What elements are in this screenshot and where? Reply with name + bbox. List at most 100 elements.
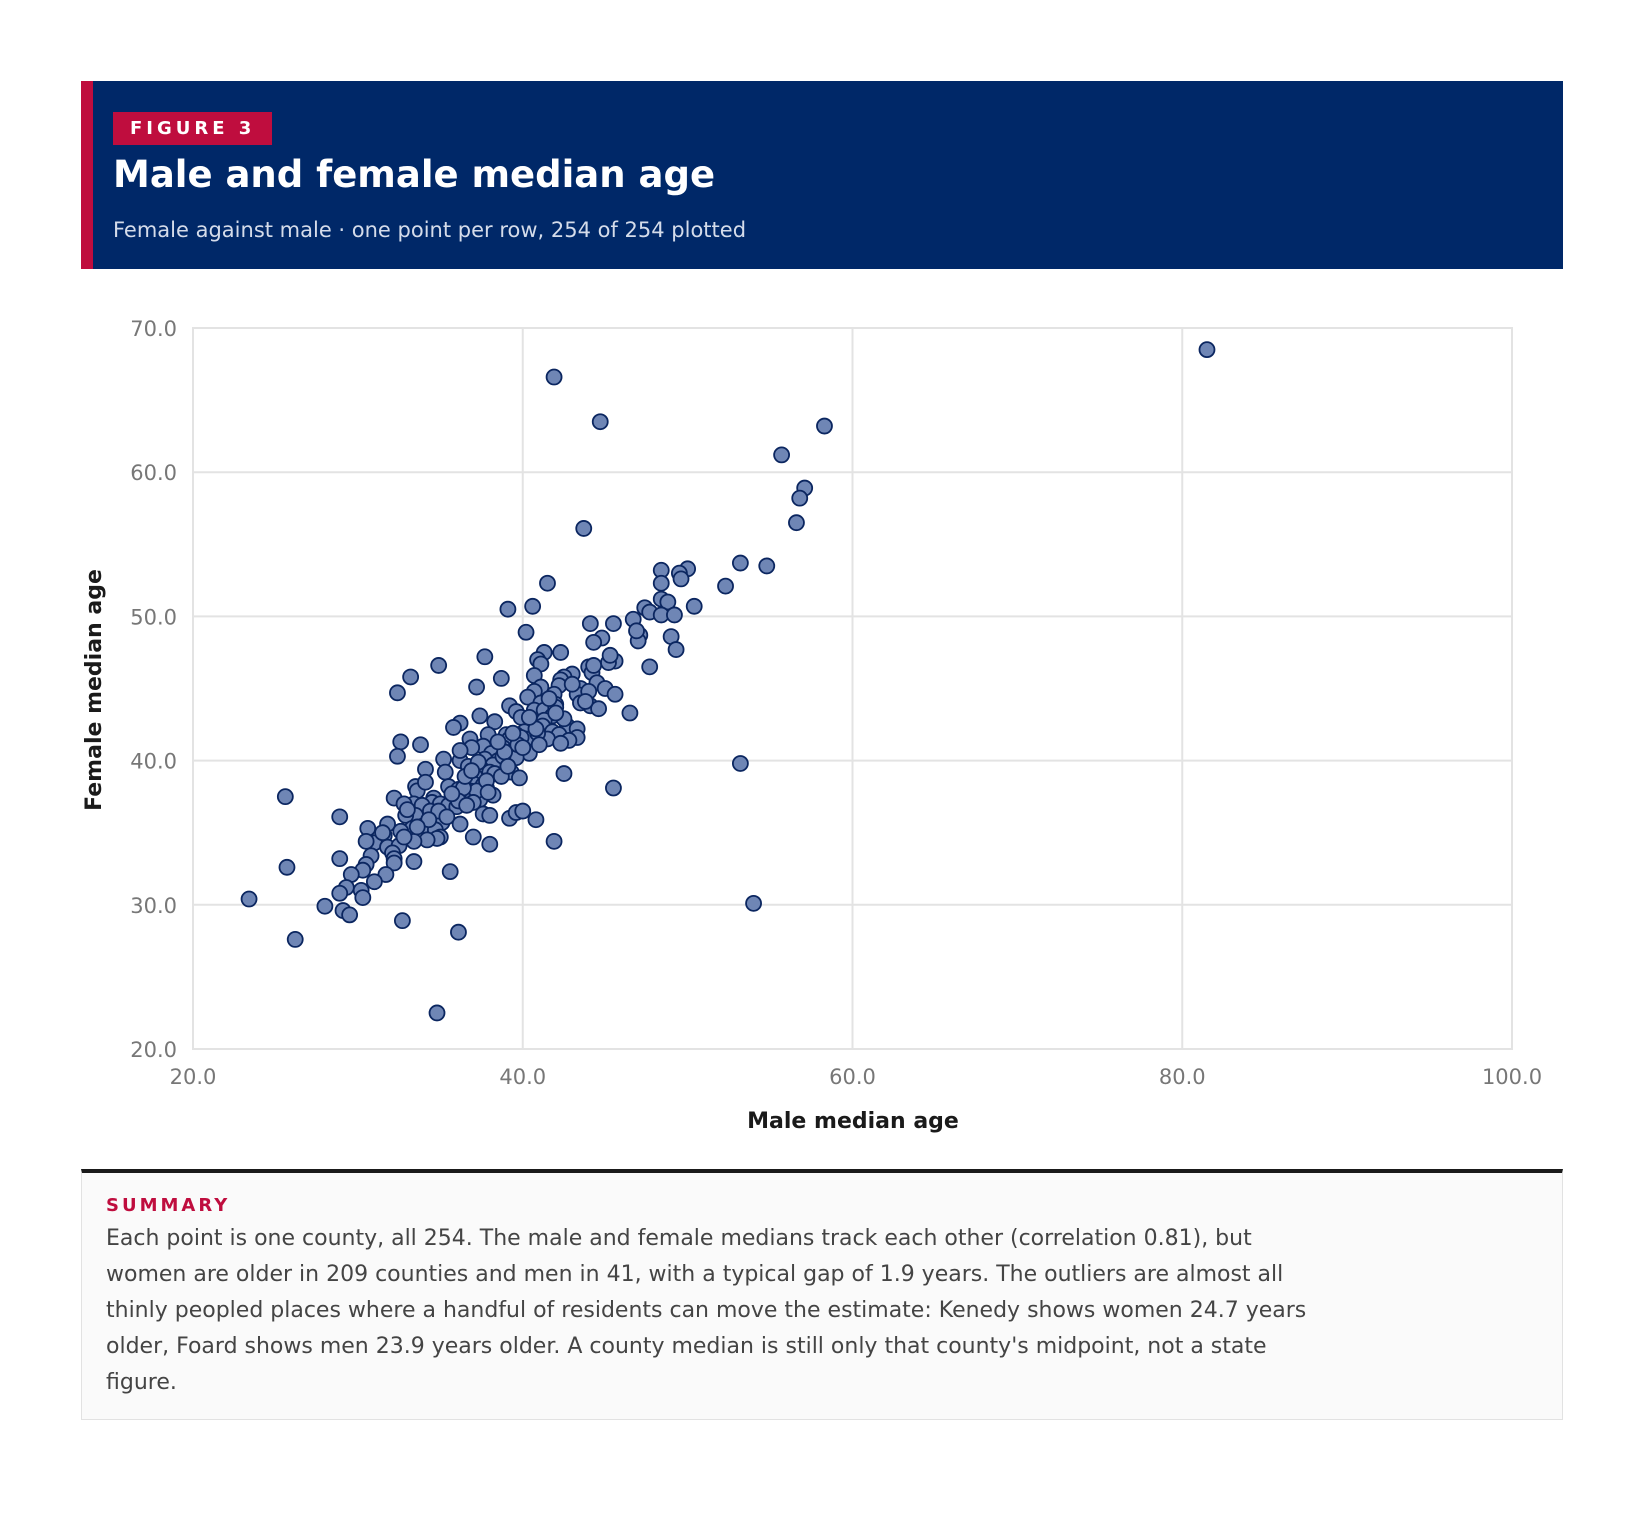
data-point: [788, 514, 805, 532]
data-point: [773, 446, 791, 464]
data-point: [745, 894, 762, 912]
data-point: [504, 724, 522, 742]
data-point: [591, 413, 609, 431]
data-point: [481, 806, 499, 824]
data-point: [585, 633, 603, 651]
data-point: [331, 808, 349, 826]
data-point: [402, 668, 420, 686]
data-point: [585, 657, 603, 674]
data-point: [641, 658, 659, 676]
data-point: [408, 818, 426, 836]
data-point: [575, 520, 593, 537]
data-point: [672, 570, 690, 588]
data-point: [489, 733, 507, 751]
data-point: [428, 1004, 446, 1022]
data-point: [276, 788, 294, 806]
data-point: [514, 802, 532, 820]
data-point: [605, 615, 622, 633]
data-point: [621, 704, 639, 722]
y-tick-label: 50.0: [130, 605, 177, 629]
data-point: [530, 736, 548, 754]
data-point: [341, 906, 359, 924]
data-point: [451, 815, 469, 833]
summary-box: SUMMARY Each point is one county, all 25…: [81, 1169, 1563, 1420]
data-point: [601, 646, 619, 664]
data-point: [545, 368, 563, 386]
data-point: [471, 707, 489, 725]
chart-title: Male and female median age: [113, 153, 716, 196]
y-tick-label: 30.0: [130, 894, 177, 918]
data-point: [816, 417, 833, 435]
data-point: [606, 685, 624, 703]
y-tick-label: 20.0: [130, 1038, 177, 1062]
data-point: [331, 884, 349, 902]
data-point: [577, 693, 594, 710]
axis-layer: 20.0 40.0 60.0 80.0 100.0 20.0 30.0 40.0 50.0 60.…: [130, 317, 1542, 1089]
data-point: [731, 755, 749, 772]
data-point: [389, 747, 406, 765]
data-point: [791, 489, 809, 507]
data-point: [412, 736, 429, 754]
y-tick-label: 70.0: [130, 317, 177, 341]
data-point: [389, 684, 406, 702]
data-point: [430, 657, 448, 674]
data-point: [331, 850, 349, 868]
data-point: [1198, 341, 1216, 359]
data-point: [316, 897, 334, 915]
data-point: [468, 678, 485, 696]
data-point: [605, 779, 622, 797]
data-point: [499, 600, 517, 618]
data-point: [717, 577, 734, 595]
data-point: [451, 742, 469, 759]
data-point: [524, 597, 542, 615]
data-point: [547, 704, 565, 722]
data-point: [458, 796, 476, 814]
data-point: [545, 832, 563, 850]
data-point: [659, 593, 677, 611]
data-point: [590, 700, 607, 718]
y-axis-label: Female median age: [82, 569, 107, 811]
data-point: [278, 858, 296, 876]
data-point: [552, 734, 570, 752]
summary-text: Each point is one county, all 254. The m…: [106, 1226, 1307, 1395]
data-point: [476, 648, 494, 666]
scatter-chart: 20.0 40.0 60.0 80.0 100.0 20.0 30.0 40.0 50.0 60.…: [82, 317, 1542, 1134]
data-point: [517, 623, 535, 641]
data-point: [555, 765, 573, 782]
data-point: [450, 923, 467, 941]
data-point: [667, 641, 685, 658]
data-point: [563, 675, 581, 693]
x-tick-label: 20.0: [170, 1065, 217, 1089]
data-point: [463, 762, 481, 780]
data-point: [486, 713, 504, 731]
data-point: [392, 733, 410, 751]
data-point: [395, 828, 413, 846]
data-point: [479, 783, 497, 801]
data-point: [758, 557, 776, 575]
x-axis-label: Male median age: [747, 1109, 959, 1134]
data-point: [438, 808, 456, 826]
data-point: [492, 670, 510, 687]
data-point: [514, 739, 532, 757]
x-tick-label: 60.0: [829, 1065, 876, 1089]
data-point: [354, 889, 372, 906]
y-tick-label: 60.0: [130, 461, 177, 485]
data-point: [520, 708, 538, 726]
summary-label: SUMMARY: [106, 1195, 231, 1216]
data-point: [286, 931, 304, 948]
points-layer: [240, 341, 1216, 1022]
figure-header: FIGURE 3 Male and female median age Fema…: [81, 81, 1563, 269]
data-point: [436, 763, 454, 781]
data-point: [527, 811, 545, 829]
data-point: [240, 890, 258, 908]
x-tick-label: 80.0: [1159, 1065, 1206, 1089]
data-point: [365, 873, 383, 891]
data-point: [685, 597, 703, 615]
data-point: [393, 912, 411, 930]
data-point: [628, 622, 645, 640]
data-point: [539, 574, 556, 592]
data-point: [652, 574, 670, 592]
data-point: [666, 606, 683, 624]
data-point: [443, 785, 461, 803]
data-point: [405, 853, 423, 870]
